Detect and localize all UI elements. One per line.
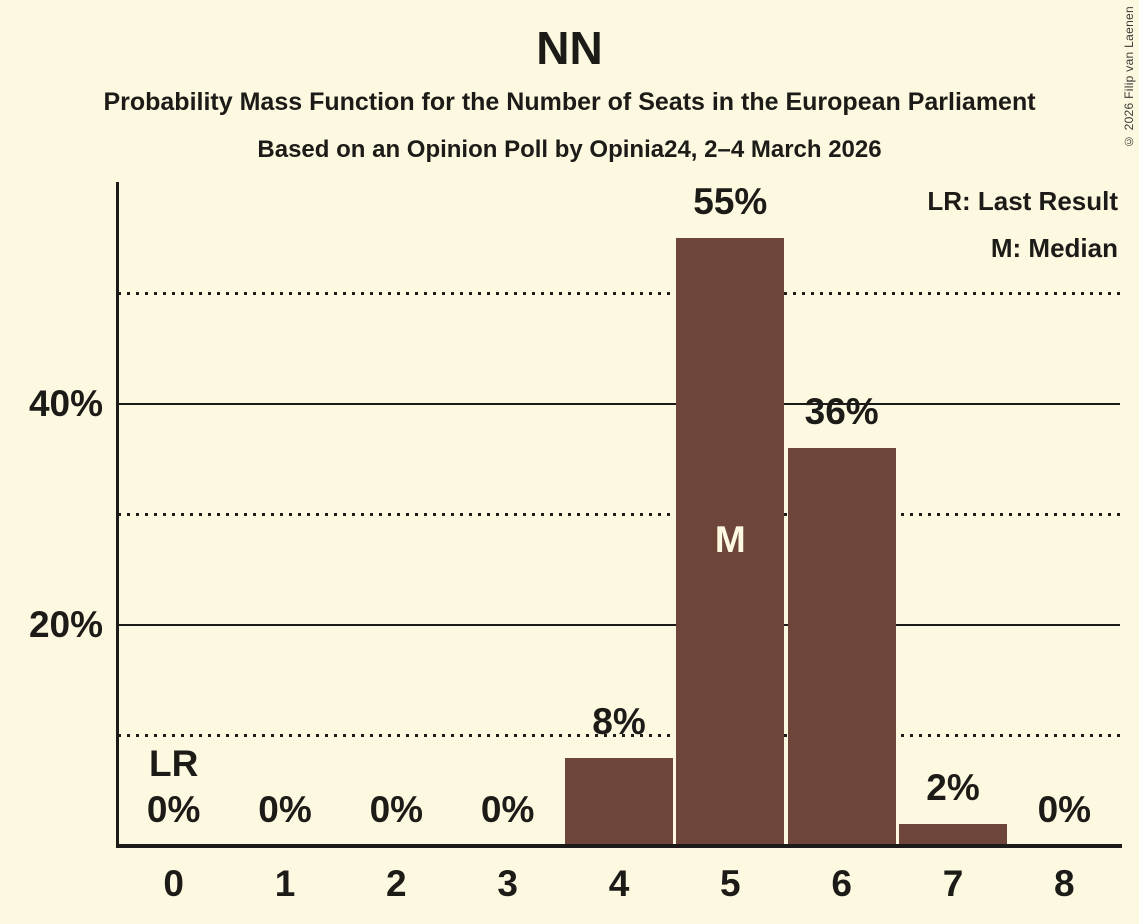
gridline-solid-20pct [118,623,1120,627]
gridline-dotted-30pct [118,513,1120,516]
gridline-dotted-50pct [118,292,1120,295]
y-axis-label-20: 20% [28,604,103,645]
bar-value-label-seat-3: 0% [480,789,535,830]
x-axis-label-6: 6 [831,863,852,904]
y-axis-label-40: 40% [28,383,103,424]
x-axis-label-1: 1 [274,863,296,904]
bar-seat-5 [676,238,785,846]
bar-value-label-seat-7: 2% [926,766,980,808]
legend-last-result: LR: Last Result [927,186,1118,216]
bar-seat-4 [564,757,674,846]
x-axis-label-2: 2 [386,863,407,904]
x-axis-label-0: 0 [163,863,184,904]
chart-legend: LR: Last Result M: Median [927,178,1118,272]
legend-median: M: Median [990,233,1118,263]
gridline-dotted-10pct [118,734,1120,737]
median-annotation: M [714,519,746,561]
bar-seat-7 [898,823,1008,846]
copyright-notice: © 2026 Filip van Laenen [1122,6,1136,149]
y-axis-line [116,182,119,848]
last-result-annotation: LR [149,743,199,784]
bar-value-label-seat-0: 0% [146,789,201,830]
bar-seat-6 [787,448,896,846]
x-axis-label-7: 7 [942,863,964,904]
gridline-solid-40pct [118,402,1120,406]
bar-value-label-seat-6: 36% [804,391,879,433]
chart-title: NN [536,22,603,74]
chart-source-line: Based on an Opinion Poll by Opinia24, 2–… [257,136,882,163]
x-axis-label-3: 3 [497,863,518,904]
bar-value-label-seat-8: 0% [1037,789,1092,830]
bar-value-label-seat-2: 0% [369,789,424,830]
bar-value-label-seat-4: 8% [592,700,646,742]
x-axis-line [116,844,1122,848]
chart-subtitle: Probability Mass Function for the Number… [103,88,1036,116]
bar-value-label-seat-5: 55% [693,181,768,223]
x-axis-label-8: 8 [1054,863,1075,904]
bar-value-label-seat-1: 0% [258,789,312,830]
x-axis-label-4: 4 [608,863,630,904]
x-axis-label-5: 5 [720,863,741,904]
